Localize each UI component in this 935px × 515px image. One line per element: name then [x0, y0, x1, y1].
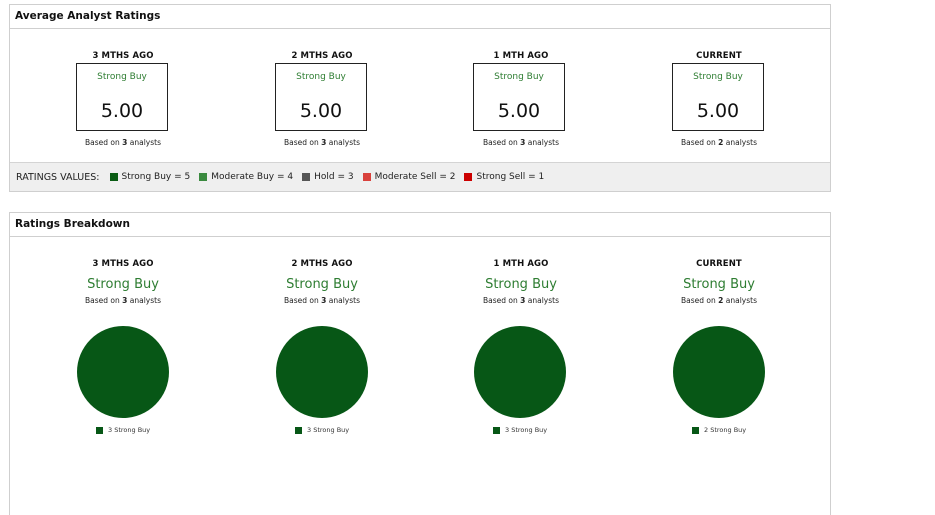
rating-label: Strong Buy: [97, 72, 147, 82]
swatch-icon: [493, 426, 500, 434]
rating-box: Strong Buy 5.00: [672, 63, 764, 131]
rating-value: 5.00: [299, 100, 343, 122]
swatch-icon: [109, 173, 118, 181]
avg-column-3-mths-ago: 3 MTHS AGO: [53, 51, 193, 61]
breakdown-rating: Strong Buy: [286, 277, 358, 292]
breakdown-column-current: CURRENT Strong Buy Based on 2 analysts: [649, 259, 789, 305]
swatch-icon: [199, 173, 208, 181]
column-heading: 2 MTHS AGO: [291, 259, 353, 269]
column-heading: 3 MTHS AGO: [92, 51, 154, 61]
breakdown-column-1-mth-ago: 1 MTH AGO Strong Buy Based on 3 analysts: [451, 259, 591, 305]
based-on-analysts: Based on 3 analysts: [483, 138, 559, 147]
rating-label: Strong Buy: [494, 72, 544, 82]
column-heading: 2 MTHS AGO: [291, 51, 353, 61]
column-heading: 1 MTH AGO: [493, 259, 549, 269]
rating-value: 5.00: [696, 100, 740, 122]
swatch-icon: [362, 173, 371, 181]
pie-slice-strong-buy: [474, 326, 566, 418]
pie-legend: 2 Strong Buy: [692, 426, 746, 434]
legend-item-strong-sell: Strong Sell = 1: [464, 172, 544, 182]
breakdown-rating: Strong Buy: [485, 277, 557, 292]
based-on-analysts: Based on 3 analysts: [284, 296, 360, 305]
swatch-icon: [464, 173, 473, 181]
based-on-analysts: Based on 3 analysts: [85, 138, 161, 147]
column-heading: 1 MTH AGO: [493, 51, 549, 61]
rating-value: 5.00: [497, 100, 541, 122]
based-on-analysts: Based on 2 analysts: [681, 138, 757, 147]
based-on-analysts: Based on 2 analysts: [681, 296, 757, 305]
average-analyst-ratings-panel: Average Analyst Ratings 3 MTHS AGO Stron…: [9, 4, 831, 192]
ratings-values-legend: RATINGS VALUES: Strong Buy = 5 Moderate …: [10, 162, 830, 191]
breakdown-rating: Strong Buy: [683, 277, 755, 292]
pie-chart: [673, 326, 765, 418]
pie-legend: 3 Strong Buy: [295, 426, 349, 434]
swatch-icon: [295, 426, 302, 434]
legend-item-strong-buy: Strong Buy = 5: [109, 172, 190, 182]
swatch-icon: [692, 426, 699, 434]
pie-chart: [474, 326, 566, 418]
column-heading: CURRENT: [696, 259, 742, 269]
pie-slice-strong-buy: [673, 326, 765, 418]
average-ratings-title: Average Analyst Ratings: [10, 5, 830, 29]
legend-item-moderate-sell: Moderate Sell = 2: [362, 172, 455, 182]
rating-label: Strong Buy: [296, 72, 346, 82]
swatch-icon: [96, 426, 103, 434]
column-heading: CURRENT: [696, 51, 742, 61]
swatch-icon: [302, 173, 311, 181]
ratings-breakdown-title: Ratings Breakdown: [10, 213, 830, 237]
based-on-analysts: Based on 3 analysts: [284, 138, 360, 147]
column-heading: 3 MTHS AGO: [92, 259, 154, 269]
rating-box: Strong Buy 5.00: [76, 63, 168, 131]
breakdown-column-3-mths-ago: 3 MTHS AGO Strong Buy Based on 3 analyst…: [53, 259, 193, 305]
rating-box: Strong Buy 5.00: [473, 63, 565, 131]
avg-column-1-mth-ago: 1 MTH AGO: [451, 51, 591, 61]
legend-item-hold: Hold = 3: [302, 172, 354, 182]
legend-item-moderate-buy: Moderate Buy = 4: [199, 172, 293, 182]
rating-value: 5.00: [100, 100, 144, 122]
avg-column-current: CURRENT: [649, 51, 789, 61]
pie-chart: [276, 326, 368, 418]
rating-label: Strong Buy: [693, 72, 743, 82]
breakdown-rating: Strong Buy: [87, 277, 159, 292]
avg-column-2-mths-ago: 2 MTHS AGO: [252, 51, 392, 61]
based-on-analysts: Based on 3 analysts: [483, 296, 559, 305]
ratings-values-title: RATINGS VALUES:: [16, 171, 100, 183]
breakdown-column-2-mths-ago: 2 MTHS AGO Strong Buy Based on 3 analyst…: [252, 259, 392, 305]
ratings-breakdown-panel: Ratings Breakdown 3 MTHS AGO Strong Buy …: [9, 212, 831, 515]
rating-box: Strong Buy 5.00: [275, 63, 367, 131]
pie-slice-strong-buy: [276, 326, 368, 418]
pie-chart: [77, 326, 169, 418]
pie-legend: 3 Strong Buy: [96, 426, 150, 434]
pie-slice-strong-buy: [77, 326, 169, 418]
pie-legend: 3 Strong Buy: [493, 426, 547, 434]
based-on-analysts: Based on 3 analysts: [85, 296, 161, 305]
